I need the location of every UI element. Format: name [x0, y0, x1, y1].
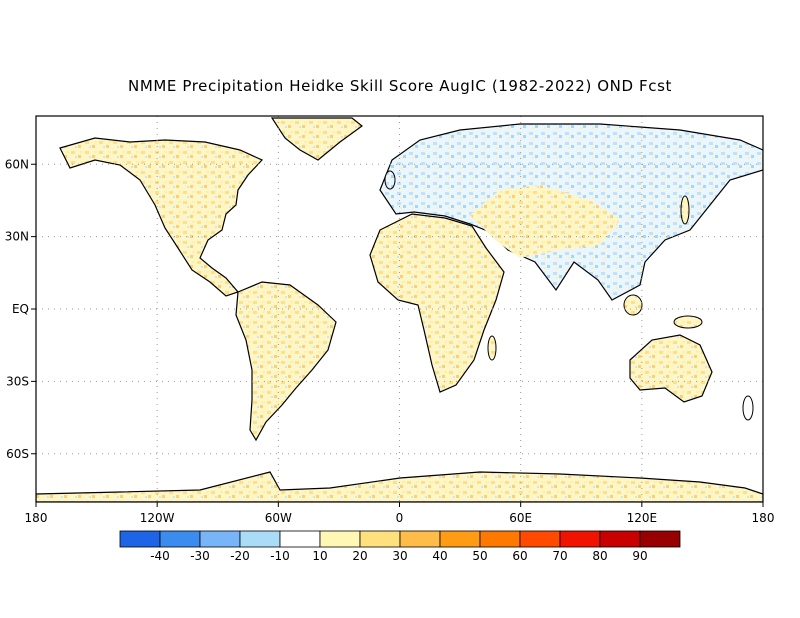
lat-tick-label: 60S — [6, 447, 29, 461]
colorbar-swatch — [519, 530, 561, 548]
colorbar-swatch — [279, 530, 321, 548]
lon-tick-label: 60W — [265, 511, 292, 525]
colorbar-swatch — [639, 530, 681, 548]
colorbar-swatch — [319, 530, 361, 548]
south-america-field — [235, 281, 337, 442]
north-america-field — [59, 137, 264, 297]
lon-tick-label: 120E — [627, 511, 658, 525]
africa-field — [369, 213, 505, 393]
new-zealand-field — [742, 395, 754, 421]
lon-tick-label: 120W — [140, 511, 175, 525]
colorbar: -40 -30 -20 -10 10 20 30 40 50 60 70 80 90 — [119, 530, 681, 563]
colorbar-label: 10 — [312, 549, 327, 563]
colorbar-label: 60 — [512, 549, 527, 563]
colorbar-label: 40 — [432, 549, 447, 563]
colorbar-swatch — [559, 530, 601, 548]
colorbar-swatch — [599, 530, 641, 548]
colorbar-label: -10 — [270, 549, 290, 563]
colorbar-label: 20 — [352, 549, 367, 563]
colorbar-swatch — [479, 530, 521, 548]
colorbar-swatch — [399, 530, 441, 548]
greenland-field — [270, 117, 363, 161]
colorbar-label: -40 — [150, 549, 170, 563]
central-asia-warm-field — [470, 185, 620, 258]
lon-tick-label: 180 — [25, 511, 48, 525]
colorbar-label: 30 — [392, 549, 407, 563]
map-gridlines — [36, 116, 763, 502]
lat-tick-label: 30S — [6, 374, 29, 388]
lon-tick-label: 0 — [396, 511, 404, 525]
longitude-axis: 180 120W 60W 0 60E 120E 180 — [25, 502, 775, 525]
colorbar-label: 80 — [592, 549, 607, 563]
colorbar-label: -30 — [190, 549, 210, 563]
colorbar-label: -20 — [230, 549, 250, 563]
lat-tick-label: EQ — [12, 302, 29, 316]
lat-tick-label: 30N — [5, 230, 29, 244]
australia-field — [629, 334, 713, 403]
colorbar-label: 90 — [632, 549, 647, 563]
colorbar-swatch — [159, 530, 201, 548]
map-title: NMME Precipitation Heidke Skill Score Au… — [128, 77, 672, 95]
land-fields — [36, 117, 763, 502]
borneo-field — [623, 294, 643, 316]
colorbar-swatch — [359, 530, 401, 548]
madagascar-field — [487, 335, 497, 361]
colorbar-swatch — [199, 530, 241, 548]
lat-tick-label: 60N — [5, 157, 29, 171]
lon-tick-label: 60E — [509, 511, 532, 525]
latitude-axis: 60N 30N EQ 30S 60S — [5, 157, 36, 461]
colorbar-swatch — [439, 530, 481, 548]
colorbar-swatch — [119, 530, 161, 548]
new-guinea-field — [673, 315, 703, 329]
lon-tick-label: 180 — [752, 511, 775, 525]
uk-field — [384, 170, 396, 190]
antarctica-field — [36, 471, 763, 502]
colorbar-label: 70 — [552, 549, 567, 563]
colorbar-label: 50 — [472, 549, 487, 563]
japan-field — [680, 195, 690, 225]
colorbar-swatch — [239, 530, 281, 548]
